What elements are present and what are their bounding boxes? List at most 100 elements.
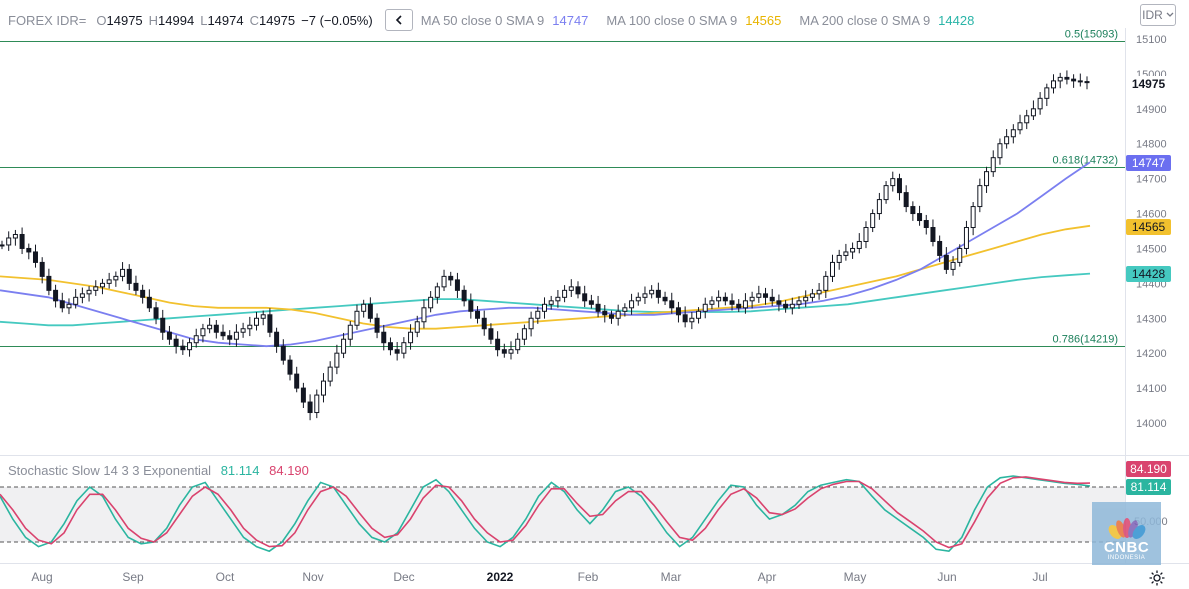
candle <box>843 243 849 261</box>
candle-body <box>166 331 172 340</box>
candle-body <box>508 349 514 354</box>
candle-body <box>207 324 213 330</box>
ma50-label: MA 50 close 0 SMA 9 <box>420 12 545 28</box>
candle <box>274 327 280 353</box>
candle-body <box>133 282 139 291</box>
candle <box>1077 73 1083 87</box>
candle-body <box>334 352 340 368</box>
candle <box>495 331 501 357</box>
candle-body <box>642 293 648 298</box>
candle <box>896 173 902 201</box>
candle-body <box>66 303 72 309</box>
candle-body <box>39 261 45 277</box>
candle-body <box>1044 87 1050 99</box>
fib-level-label: 0.5(15093) <box>1065 28 1118 40</box>
x-tick-label: Aug <box>31 570 52 584</box>
candle-body <box>220 331 226 337</box>
candle-body <box>314 394 320 414</box>
y-tick-label: 14800 <box>1136 139 1167 151</box>
fibonacci-levels: 0.5(15093) 0.618(14732) 0.786(14219) <box>0 28 1125 348</box>
candle-body <box>588 300 594 305</box>
candle <box>595 295 601 318</box>
x-tick-label: Apr <box>758 570 777 584</box>
stoch-k-line <box>0 475 1091 553</box>
candle-body <box>1010 129 1016 138</box>
candle <box>669 292 675 314</box>
candle <box>381 324 387 351</box>
y-tick-label: 14100 <box>1136 383 1167 395</box>
candle-body <box>562 289 568 298</box>
candle <box>207 317 213 334</box>
close-label: C <box>249 12 259 28</box>
candle <box>448 271 454 286</box>
candle-body <box>475 310 481 319</box>
candle-body <box>0 244 5 247</box>
candle <box>314 389 320 419</box>
candle-body <box>79 293 85 298</box>
candle <box>260 310 266 326</box>
candle-body <box>200 328 206 337</box>
candle <box>716 290 722 308</box>
candle <box>856 233 862 254</box>
candle-body <box>963 227 969 249</box>
candle <box>608 310 614 324</box>
candle-body <box>682 314 688 323</box>
candle <box>233 324 239 347</box>
candle <box>883 181 889 204</box>
stoch-band-fill <box>0 487 1125 542</box>
ma50-value: 14747 <box>552 12 589 28</box>
candle <box>1004 129 1010 149</box>
candle-body <box>120 268 126 277</box>
candle-body <box>582 293 588 302</box>
candle <box>957 244 963 267</box>
candlesticks <box>0 70 1090 421</box>
stoch-k-value: 81.114 <box>220 463 260 478</box>
candle <box>1037 92 1043 115</box>
stoch-k-badge: 81.114 <box>1126 479 1171 495</box>
candle-body <box>387 342 393 351</box>
settings-gear-icon[interactable] <box>1148 569 1166 587</box>
stoch-d-line <box>0 476 1091 549</box>
currency-label: IDR <box>1142 8 1163 22</box>
candle <box>287 355 293 381</box>
candle <box>394 342 400 361</box>
candle-body <box>1051 80 1057 89</box>
candle <box>468 293 474 319</box>
candle-body <box>86 289 92 295</box>
time-axis: Aug Sep Oct Nov Dec 2022 Feb Mar Apr May Jun Jul <box>31 570 1047 584</box>
candle <box>963 220 969 255</box>
candle-body <box>890 178 896 187</box>
candle <box>126 264 132 290</box>
candle <box>501 343 507 358</box>
x-tick-label: Dec <box>393 570 414 584</box>
candle <box>220 324 226 340</box>
candle <box>696 307 702 324</box>
chevron-left-icon <box>395 15 402 25</box>
x-tick-label: Feb <box>578 570 599 584</box>
candle-body <box>12 233 18 239</box>
candle-body <box>347 324 353 340</box>
low-value: 14974 <box>207 12 244 28</box>
candle <box>629 293 635 315</box>
candle <box>823 271 829 299</box>
y-tick-label: 14500 <box>1136 243 1167 255</box>
collapse-legend-button[interactable] <box>384 9 413 31</box>
candle <box>39 257 45 284</box>
candle-body <box>816 289 822 295</box>
logo-subtext: INDONESIA <box>1107 555 1146 561</box>
candle <box>783 300 789 313</box>
candle-body <box>6 237 12 246</box>
candle-body <box>1084 81 1090 84</box>
candle-body <box>1071 78 1077 82</box>
candle-body <box>73 296 79 305</box>
candle <box>113 271 119 287</box>
candle <box>769 288 775 307</box>
candle <box>401 337 407 359</box>
candle <box>367 297 373 323</box>
currency-button[interactable]: IDR <box>1140 4 1176 26</box>
candle-body <box>809 293 815 298</box>
candle <box>0 240 5 250</box>
candle-body <box>361 303 367 312</box>
candle <box>481 310 487 336</box>
